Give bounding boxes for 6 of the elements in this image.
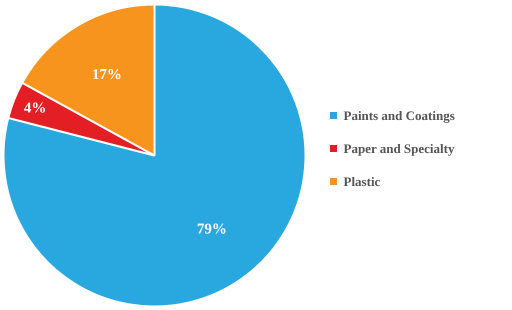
legend-label: Paints and Coatings — [344, 108, 455, 123]
legend-label: Paper and Specialty — [344, 141, 455, 156]
data-label: 79% — [196, 221, 227, 238]
data-label: 4% — [24, 100, 46, 116]
data-label: 17% — [92, 66, 122, 83]
legend-label: Plastic — [344, 174, 381, 189]
